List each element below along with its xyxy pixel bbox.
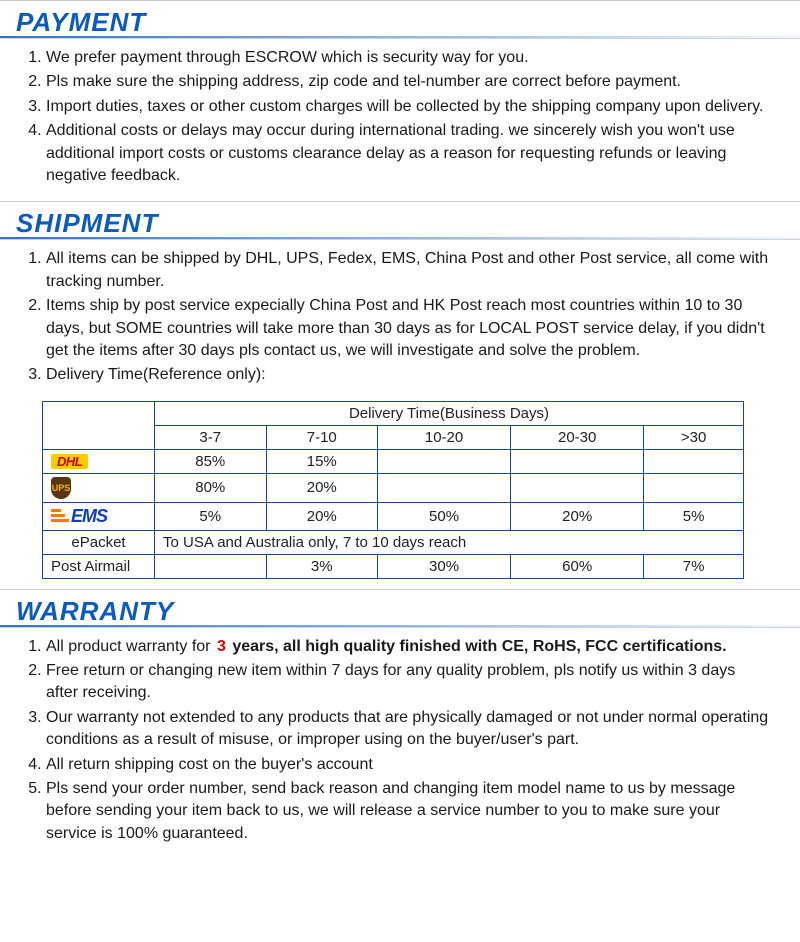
ems-logo-icon: EMS	[51, 506, 107, 527]
table-cell	[644, 473, 744, 502]
ems-logo-text: EMS	[71, 506, 107, 526]
shipment-list: All items can be shipped by DHL, UPS, Fe…	[28, 248, 800, 386]
list-item: Additional costs or delays may occur dur…	[46, 120, 770, 187]
list-item: All product warranty for 3 years, all hi…	[46, 636, 770, 658]
table-cell	[644, 449, 744, 473]
col-header: 20-30	[511, 425, 644, 449]
warranty-list: All product warranty for 3 years, all hi…	[28, 636, 800, 846]
table-cell: 50%	[378, 502, 511, 530]
payment-header: PAYMENT	[0, 0, 800, 39]
carrier-header-blank	[43, 401, 155, 449]
warranty-item1-post: years, all high quality finished with CE…	[228, 638, 727, 655]
col-header: 3-7	[155, 425, 267, 449]
carrier-cell-ups: UPS	[43, 473, 155, 502]
list-item: All return shipping cost on the buyer's …	[46, 754, 770, 776]
delivery-table-wrap: Delivery Time(Business Days) 3-7 7-10 10…	[42, 401, 744, 579]
col-header: >30	[644, 425, 744, 449]
table-cell: 60%	[511, 554, 644, 578]
carrier-cell-ems: EMS	[43, 502, 155, 530]
table-cell	[155, 554, 267, 578]
list-item: We prefer payment through ESCROW which i…	[46, 47, 770, 69]
payment-list: We prefer payment through ESCROW which i…	[28, 47, 800, 187]
list-item: Import duties, taxes or other custom cha…	[46, 96, 770, 118]
col-header: 7-10	[266, 425, 378, 449]
delivery-table: Delivery Time(Business Days) 3-7 7-10 10…	[42, 401, 744, 579]
table-cell: 30%	[378, 554, 511, 578]
list-item: Pls make sure the shipping address, zip …	[46, 71, 770, 93]
col-header: 10-20	[378, 425, 511, 449]
table-cell	[378, 473, 511, 502]
shipment-header: SHIPMENT	[0, 201, 800, 240]
table-row: Post Airmail 3% 30% 60% 7%	[43, 554, 744, 578]
list-item: Our warranty not extended to any product…	[46, 707, 770, 752]
table-cell	[511, 473, 644, 502]
delivery-time-header: Delivery Time(Business Days)	[155, 401, 744, 425]
epacket-note: To USA and Australia only, 7 to 10 days …	[155, 530, 744, 554]
list-item: Items ship by post service expecially Ch…	[46, 295, 770, 362]
table-row: Delivery Time(Business Days)	[43, 401, 744, 425]
table-cell: 5%	[644, 502, 744, 530]
table-cell: 85%	[155, 449, 267, 473]
carrier-cell-epacket: ePacket	[43, 530, 155, 554]
table-cell: 20%	[266, 473, 378, 502]
carrier-cell-dhl: DHL	[43, 449, 155, 473]
list-item: Pls send your order number, send back re…	[46, 778, 770, 845]
list-item: Delivery Time(Reference only):	[46, 364, 770, 386]
warranty-item1-red: 3	[215, 638, 228, 655]
table-cell: 3%	[266, 554, 378, 578]
table-row: EMS 5% 20% 50% 20% 5%	[43, 502, 744, 530]
warranty-item1-pre: All product warranty for	[46, 638, 211, 655]
table-cell: 7%	[644, 554, 744, 578]
table-cell: 20%	[511, 502, 644, 530]
table-cell: 80%	[155, 473, 267, 502]
table-cell: 5%	[155, 502, 267, 530]
warranty-header: WARRANTY	[0, 589, 800, 628]
table-cell	[378, 449, 511, 473]
carrier-cell-postairmail: Post Airmail	[43, 554, 155, 578]
ups-logo-icon: UPS	[51, 477, 71, 499]
list-item: Free return or changing new item within …	[46, 660, 770, 705]
table-row: DHL 85% 15%	[43, 449, 744, 473]
list-item: All items can be shipped by DHL, UPS, Fe…	[46, 248, 770, 293]
table-row: UPS 80% 20%	[43, 473, 744, 502]
dhl-logo-icon: DHL	[51, 454, 88, 469]
table-cell: 20%	[266, 502, 378, 530]
table-cell: 15%	[266, 449, 378, 473]
table-cell	[511, 449, 644, 473]
table-row: ePacket To USA and Australia only, 7 to …	[43, 530, 744, 554]
